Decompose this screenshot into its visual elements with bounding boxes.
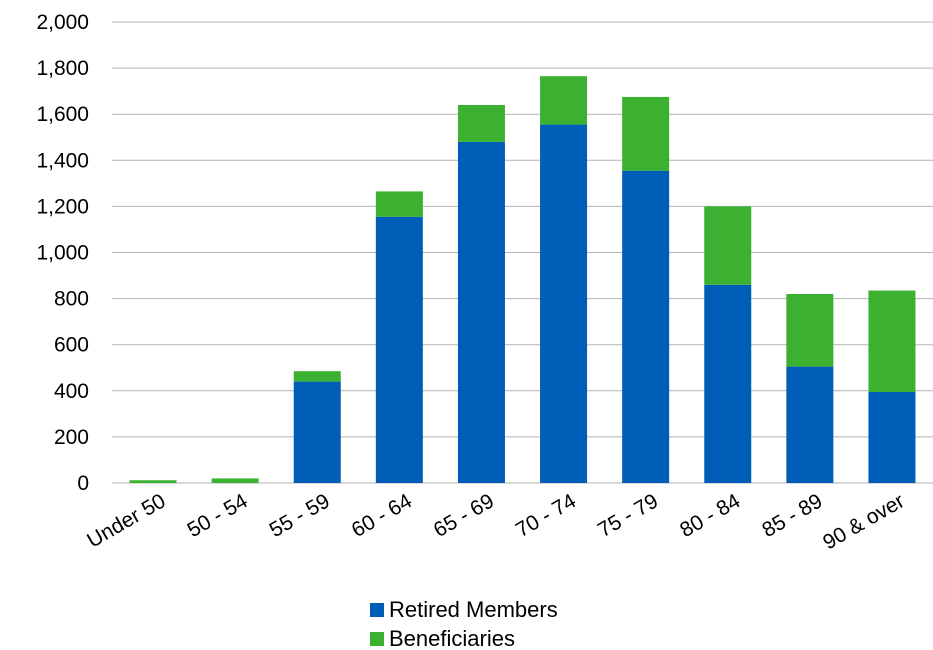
bar-beneficiaries bbox=[704, 206, 752, 285]
legend-swatch-retired-members bbox=[370, 603, 384, 617]
bar-retired-members bbox=[375, 216, 423, 483]
bar-retired-members bbox=[622, 170, 670, 484]
y-tick-label: 400 bbox=[54, 380, 89, 403]
bar-beneficiaries bbox=[375, 191, 423, 217]
y-axis-ticks: 0 200 400 600 800 1,000 1,200 1,400 1,600 1,800 2,… bbox=[36, 11, 89, 495]
bar-beneficiaries bbox=[293, 371, 341, 382]
x-tick-label: 85 - 89 bbox=[758, 489, 826, 542]
x-tick-label: 70 - 74 bbox=[512, 489, 580, 542]
legend: Retired Members Beneficiaries bbox=[370, 597, 558, 650]
legend-label-beneficiaries: Beneficiaries bbox=[389, 626, 515, 650]
bar-beneficiaries bbox=[211, 478, 259, 483]
y-tick-label: 1,400 bbox=[36, 149, 89, 172]
x-tick-label: 90 & over bbox=[819, 489, 908, 554]
bar-retired-members bbox=[704, 284, 752, 483]
y-tick-label: 600 bbox=[54, 334, 89, 357]
y-tick-label: 800 bbox=[54, 288, 89, 311]
x-tick-label: Under 50 bbox=[83, 489, 169, 552]
bar-beneficiaries bbox=[129, 480, 177, 483]
x-tick-label: 75 - 79 bbox=[594, 489, 662, 542]
bar-retired-members bbox=[868, 391, 916, 483]
x-tick-label: 80 - 84 bbox=[676, 489, 744, 542]
bar-beneficiaries bbox=[540, 76, 588, 125]
bar-retired-members bbox=[540, 124, 588, 483]
x-axis-ticks: Under 50 50 - 54 55 - 59 60 - 64 65 - 69 70 -… bbox=[83, 489, 908, 554]
bar-retired-members bbox=[293, 381, 341, 483]
x-tick-label: 60 - 64 bbox=[348, 489, 416, 542]
x-tick-label: 65 - 69 bbox=[430, 489, 498, 542]
bar-retired-members bbox=[457, 141, 505, 484]
x-tick-label: 50 - 54 bbox=[184, 489, 252, 542]
y-tick-label: 1,800 bbox=[36, 57, 89, 80]
x-tick-label: 55 - 59 bbox=[266, 489, 334, 542]
y-tick-label: 2,000 bbox=[36, 11, 89, 34]
bar-beneficiaries bbox=[786, 293, 834, 367]
legend-swatch-beneficiaries bbox=[370, 632, 384, 646]
bar-beneficiaries bbox=[622, 96, 670, 171]
bars bbox=[129, 76, 916, 484]
y-tick-label: 0 bbox=[77, 472, 89, 495]
y-tick-label: 1,200 bbox=[36, 195, 89, 218]
bar-beneficiaries bbox=[457, 104, 505, 142]
bar-retired-members bbox=[786, 366, 834, 483]
y-tick-label: 1,000 bbox=[36, 242, 89, 265]
y-tick-label: 200 bbox=[54, 426, 89, 449]
y-tick-label: 1,600 bbox=[36, 103, 89, 126]
bar-beneficiaries bbox=[868, 290, 916, 392]
legend-label-retired-members: Retired Members bbox=[389, 597, 558, 622]
gridlines bbox=[112, 21, 933, 484]
